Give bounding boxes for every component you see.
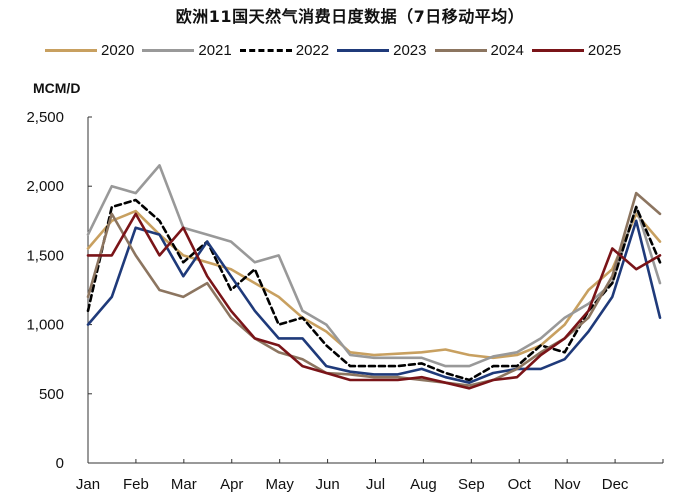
x-tick-label: Jun xyxy=(315,476,339,493)
series-line-2022 xyxy=(86,198,662,382)
x-tick-label: Dec xyxy=(602,476,629,493)
y-tick-label: 1,500 xyxy=(26,247,64,264)
legend-label: 2021 xyxy=(198,41,232,59)
legend-swatch-2025 xyxy=(531,48,584,52)
legend-item-2023: 2023 xyxy=(337,41,427,59)
legend-swatch-2024 xyxy=(434,48,487,52)
x-tick-label: Mar xyxy=(171,476,197,493)
y-tick-label: 2,000 xyxy=(26,178,64,195)
chart-title: 欧洲11国天然气消费日度数据（7日移动平均） xyxy=(175,7,525,26)
y-tick-label: 2,500 xyxy=(26,109,64,126)
y-tick-label: 1,000 xyxy=(26,317,64,334)
x-tick-label: Aug xyxy=(410,476,437,493)
legend-item-2020: 2020 xyxy=(45,42,134,59)
x-tick-label: May xyxy=(265,476,294,493)
series-line-2020 xyxy=(86,209,662,360)
legend: 2020 2021 2022 2023 2024 2025 xyxy=(45,40,629,60)
x-tick-label: Oct xyxy=(508,476,532,493)
series-line-2025 xyxy=(86,212,662,390)
legend-item-2022: 2022 xyxy=(239,41,330,59)
legend-swatch-2023 xyxy=(337,48,390,52)
legend-swatch-2020 xyxy=(45,48,97,52)
legend-item-2024: 2024 xyxy=(434,41,524,59)
legend-label: 2024 xyxy=(490,41,524,59)
y-tick-label: 500 xyxy=(39,386,64,403)
x-tick-label: Apr xyxy=(220,476,243,493)
legend-item-2021: 2021 xyxy=(142,41,232,59)
legend-label: 2022 xyxy=(295,41,330,59)
x-tick-label: Feb xyxy=(123,476,149,493)
legend-label: 2025 xyxy=(587,41,622,59)
series-line-2023 xyxy=(86,219,662,385)
x-tick-label: Sep xyxy=(458,476,485,493)
y-tick-label: 0 xyxy=(56,455,64,472)
legend-swatch-2022 xyxy=(239,48,292,52)
legend-swatch-2021 xyxy=(142,48,195,52)
series-lines xyxy=(86,164,662,390)
x-tick-label: Nov xyxy=(554,476,581,493)
x-tick-label: Jul xyxy=(366,476,385,493)
legend-item-2025: 2025 xyxy=(531,41,622,59)
y-axis-unit: MCM/D xyxy=(33,80,81,96)
x-tick-label: Jan xyxy=(76,476,100,493)
legend-label: 2020 xyxy=(101,41,135,59)
legend-label: 2023 xyxy=(393,41,427,59)
axes: 0 500 1,000 1,500 2,000 2,500 Jan Feb Mar Apr May J… xyxy=(26,109,664,493)
